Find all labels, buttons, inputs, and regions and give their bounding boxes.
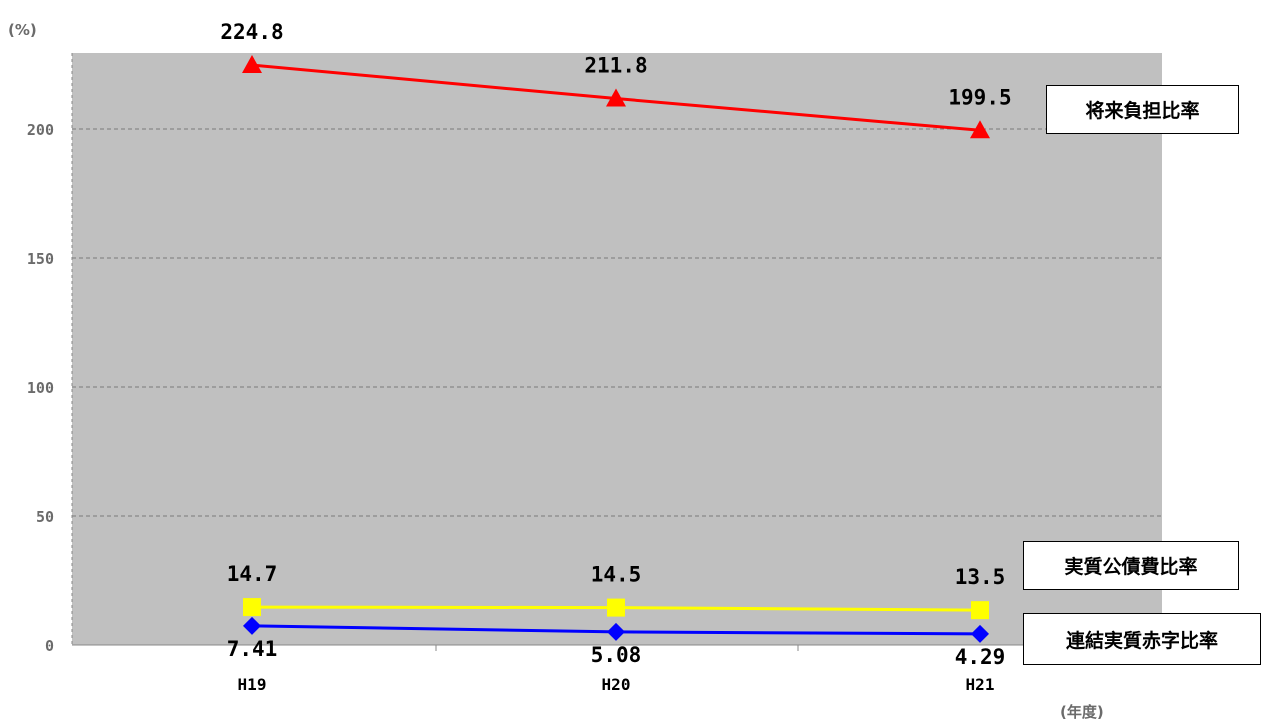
data-label: 211.8 [584,54,647,78]
data-point-square [243,598,261,617]
x-tick-label: H21 [966,675,995,694]
y-tick-label: 200 [27,121,54,139]
x-tick-labels: H19 H20 H21 [238,645,995,694]
data-point-diamond [971,624,989,643]
data-label: 14.5 [591,563,642,587]
y-tick-labels: 0 50 100 150 200 [27,121,54,655]
series-1: 14.7 14.5 13.5 [227,562,1006,620]
y-tick-label: 150 [27,250,54,268]
series-2: 7.41 5.08 4.29 [227,616,1006,669]
data-point-square [607,598,625,617]
data-point-triangle [970,120,990,139]
data-label: 7.41 [227,637,278,661]
legend-future-burden-ratio: 将来負担比率 [1046,85,1239,134]
data-label: 14.7 [227,562,278,586]
plot-area [72,53,1162,645]
series-layer: 224.8 211.8 199.5 14.7 14.5 13.5 7.41 5.08 4.29 [220,20,1011,669]
x-tick-label: H19 [238,675,267,694]
data-point-square [971,601,989,620]
data-label: 224.8 [220,20,283,44]
y-axis-unit: (%) [8,21,37,39]
y-tick-label: 50 [36,508,54,526]
legend-real-debt-service-ratio: 実質公債費比率 [1023,541,1239,590]
legend-consolidated-deficit-ratio: 連結実質赤字比率 [1023,613,1261,665]
data-point-diamond [607,622,625,641]
x-axis-unit: (年度) [1060,703,1104,721]
data-label: 199.5 [948,85,1011,109]
series-0: 224.8 211.8 199.5 [220,20,1012,139]
y-tick-label: 0 [45,637,54,655]
y-tick-label: 100 [27,379,54,397]
data-point-diamond [243,616,261,635]
data-label: 5.08 [591,643,642,667]
data-label: 13.5 [955,565,1006,589]
data-point-triangle [242,55,262,74]
data-point-triangle [606,88,626,107]
data-label: 4.29 [955,645,1006,669]
x-tick-label: H20 [602,675,631,694]
